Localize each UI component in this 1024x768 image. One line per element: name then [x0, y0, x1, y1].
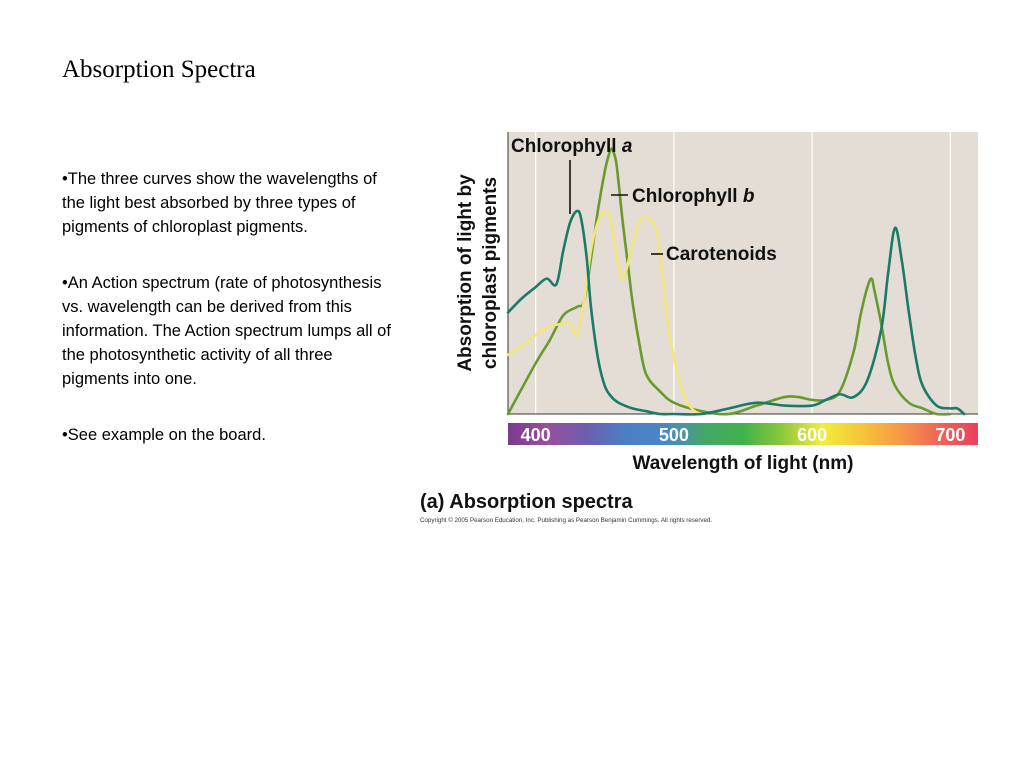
curve-carotenoids	[506, 209, 703, 416]
x-axis-label: Wavelength of light (nm)	[633, 453, 854, 474]
wavelength-spectrum-bar	[508, 423, 978, 445]
x-tick-label: 500	[659, 425, 689, 445]
label-chlorophyll-b: Chlorophyll b	[632, 186, 755, 207]
x-tick-label: 600	[797, 425, 827, 445]
y-axis-label-line-2: chloroplast pigments	[480, 177, 501, 369]
plot-background	[508, 132, 978, 414]
grid-lines	[535, 132, 951, 414]
x-tick-label: 400	[521, 425, 551, 445]
x-tick-label: 700	[935, 425, 965, 445]
bullet-item: •The three curves show the wavelengths o…	[62, 170, 377, 236]
curve-chlorophyll-a	[506, 209, 966, 416]
curve-labels: Chlorophyll a Chlorophyll b Carotenoids	[511, 136, 777, 265]
plot-axes	[507, 132, 978, 415]
label-chlorophyll-a: Chlorophyll a	[511, 136, 633, 157]
bullet-list: •The three curves show the wavelengths o…	[62, 167, 392, 479]
copyright-notice: Copyright © 2005 Pearson Education, Inc.…	[420, 517, 712, 524]
slide-title: Absorption Spectra	[62, 56, 256, 83]
y-axis-label-line-1: Absorption of light by	[455, 174, 476, 372]
figure-caption: (a) Absorption spectra	[420, 491, 633, 513]
bullet-item: •An Action spectrum (rate of photosynthe…	[62, 274, 391, 388]
bullet-item: •See example on the board.	[62, 426, 266, 444]
curves	[506, 147, 966, 416]
label-carotenoids: Carotenoids	[666, 244, 777, 265]
x-tick-labels: 400 500 600 700	[521, 425, 966, 445]
